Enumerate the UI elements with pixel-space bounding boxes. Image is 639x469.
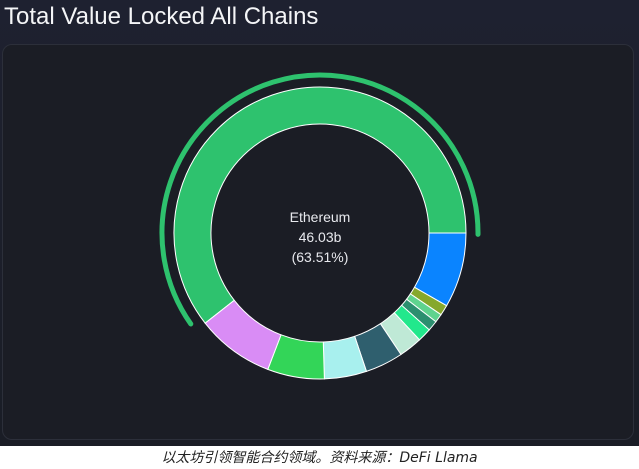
chart-card: Total Value Locked All Chains Ethereum 4… xyxy=(0,0,639,446)
chart-title: Total Value Locked All Chains xyxy=(4,3,319,30)
slice-10[interactable] xyxy=(204,299,282,370)
center-label-name: Ethereum xyxy=(289,209,351,225)
slice-ethereum-highlight-arc xyxy=(159,72,481,327)
donut-chart xyxy=(159,72,481,380)
chart-panel: Ethereum 46.03b (63.51%) xyxy=(2,44,634,440)
center-label-percent: (63.51%) xyxy=(291,249,349,265)
image-caption: 以太坊引领智能合约领域。资料来源：DeFi Llama xyxy=(161,450,478,466)
center-label-value: 46.03b xyxy=(298,229,342,245)
slice-ethereum[interactable] xyxy=(173,86,467,324)
